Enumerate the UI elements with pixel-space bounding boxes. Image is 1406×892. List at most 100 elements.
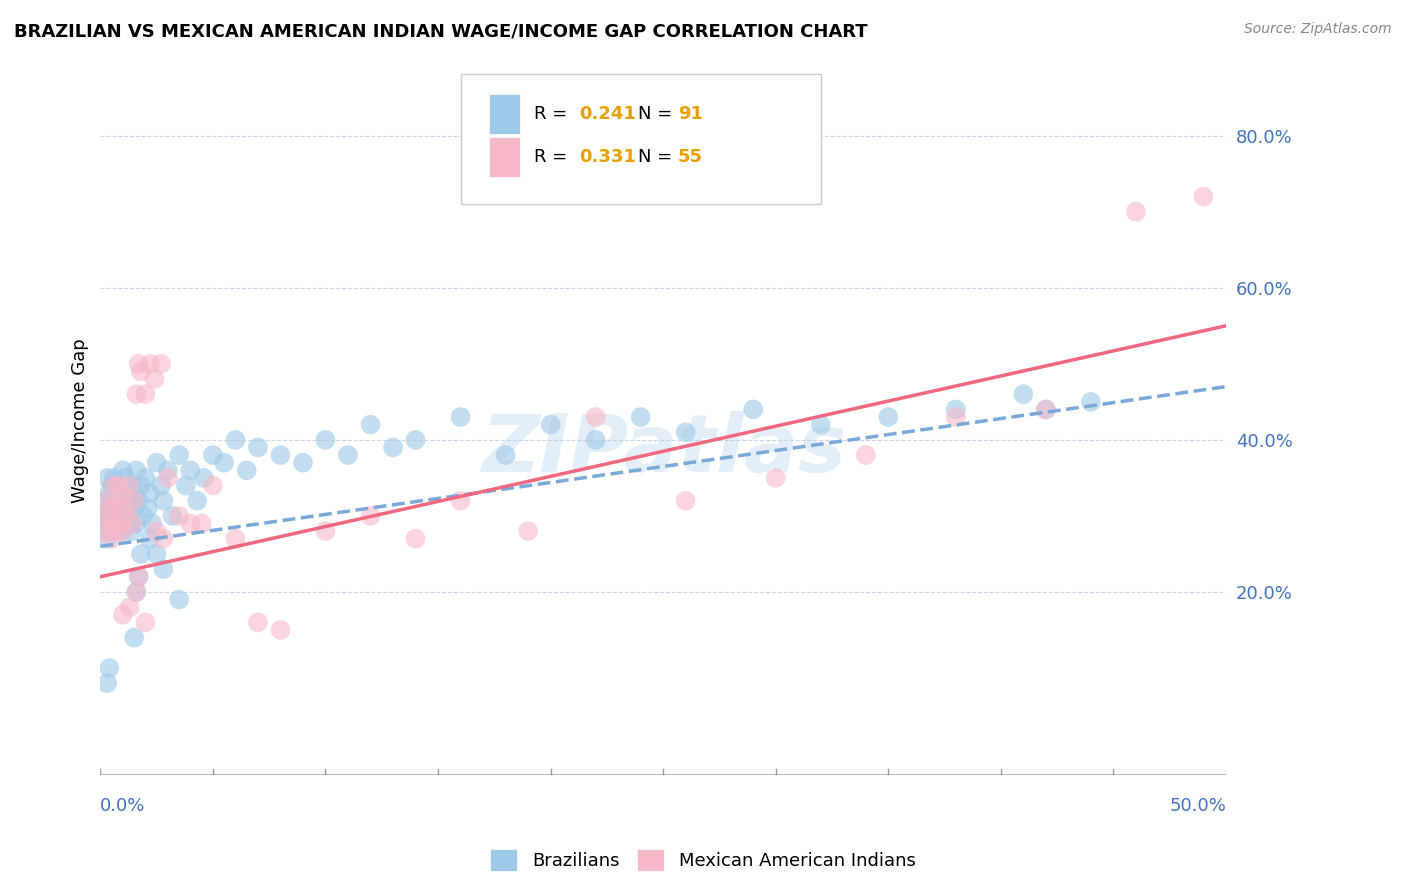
Point	[111, 486, 134, 500]
Point	[156, 471, 179, 485]
Point	[235, 463, 257, 477]
Legend: Brazilians, Mexican American Indians: Brazilians, Mexican American Indians	[484, 842, 922, 879]
Point	[269, 448, 291, 462]
Point	[139, 532, 162, 546]
Point	[1192, 189, 1215, 203]
Point	[945, 410, 967, 425]
Point	[125, 463, 148, 477]
Point	[945, 402, 967, 417]
Point	[742, 402, 765, 417]
Text: 55: 55	[678, 148, 703, 166]
Point	[125, 387, 148, 401]
Point	[152, 532, 174, 546]
Bar	[489, 137, 520, 177]
Point	[139, 357, 162, 371]
Point	[100, 524, 122, 538]
Point	[111, 607, 134, 622]
Point	[98, 486, 121, 500]
Point	[103, 501, 125, 516]
Point	[121, 524, 143, 538]
Point	[1125, 204, 1147, 219]
Point	[111, 524, 134, 538]
Point	[128, 570, 150, 584]
Point	[540, 417, 562, 432]
Point	[134, 387, 156, 401]
Point	[110, 501, 132, 516]
Point	[100, 478, 122, 492]
Point	[246, 615, 269, 630]
Point	[129, 478, 152, 492]
Point	[132, 508, 155, 523]
Point	[186, 493, 208, 508]
Point	[134, 471, 156, 485]
Point	[128, 357, 150, 371]
Point	[94, 524, 117, 538]
Point	[1035, 402, 1057, 417]
Point	[1012, 387, 1035, 401]
Point	[105, 524, 128, 538]
Point	[118, 493, 141, 508]
Point	[105, 486, 128, 500]
Point	[117, 508, 139, 523]
Point	[167, 592, 190, 607]
Point	[94, 493, 117, 508]
Point	[100, 493, 122, 508]
Point	[122, 486, 145, 500]
Point	[91, 508, 114, 523]
Point	[118, 600, 141, 615]
Point	[98, 501, 121, 516]
Point	[145, 547, 167, 561]
Point	[810, 417, 832, 432]
Point	[105, 508, 128, 523]
Point	[675, 493, 697, 508]
Point	[107, 508, 129, 523]
Point	[224, 433, 246, 447]
Point	[100, 532, 122, 546]
Point	[118, 516, 141, 531]
Point	[201, 448, 224, 462]
Text: N =: N =	[638, 148, 679, 166]
Point	[98, 661, 121, 675]
Point	[162, 508, 184, 523]
Point	[114, 501, 136, 516]
Point	[125, 516, 148, 531]
Point	[107, 493, 129, 508]
Point	[405, 532, 427, 546]
Point	[246, 441, 269, 455]
Point	[382, 441, 405, 455]
Point	[121, 478, 143, 492]
Point	[117, 508, 139, 523]
Point	[150, 478, 173, 492]
Point	[495, 448, 517, 462]
Point	[103, 478, 125, 492]
Point	[96, 493, 118, 508]
Text: 0.331: 0.331	[579, 148, 636, 166]
Text: ZIPatlas: ZIPatlas	[481, 410, 845, 489]
Point	[118, 478, 141, 492]
Text: 91: 91	[678, 104, 703, 123]
Point	[121, 516, 143, 531]
Point	[360, 417, 382, 432]
Point	[111, 463, 134, 477]
Point	[105, 493, 128, 508]
Point	[122, 501, 145, 516]
Point	[100, 508, 122, 523]
Point	[136, 501, 159, 516]
Point	[125, 585, 148, 599]
Point	[143, 372, 166, 386]
Point	[129, 547, 152, 561]
Text: R =: R =	[534, 104, 572, 123]
Point	[110, 516, 132, 531]
Point	[193, 471, 215, 485]
FancyBboxPatch shape	[461, 74, 821, 204]
Point	[360, 508, 382, 523]
Point	[98, 501, 121, 516]
Text: Source: ZipAtlas.com: Source: ZipAtlas.com	[1244, 22, 1392, 37]
Point	[156, 463, 179, 477]
Point	[167, 448, 190, 462]
Point	[139, 486, 162, 500]
Point	[314, 524, 336, 538]
Point	[114, 501, 136, 516]
Point	[179, 516, 201, 531]
Point	[405, 433, 427, 447]
